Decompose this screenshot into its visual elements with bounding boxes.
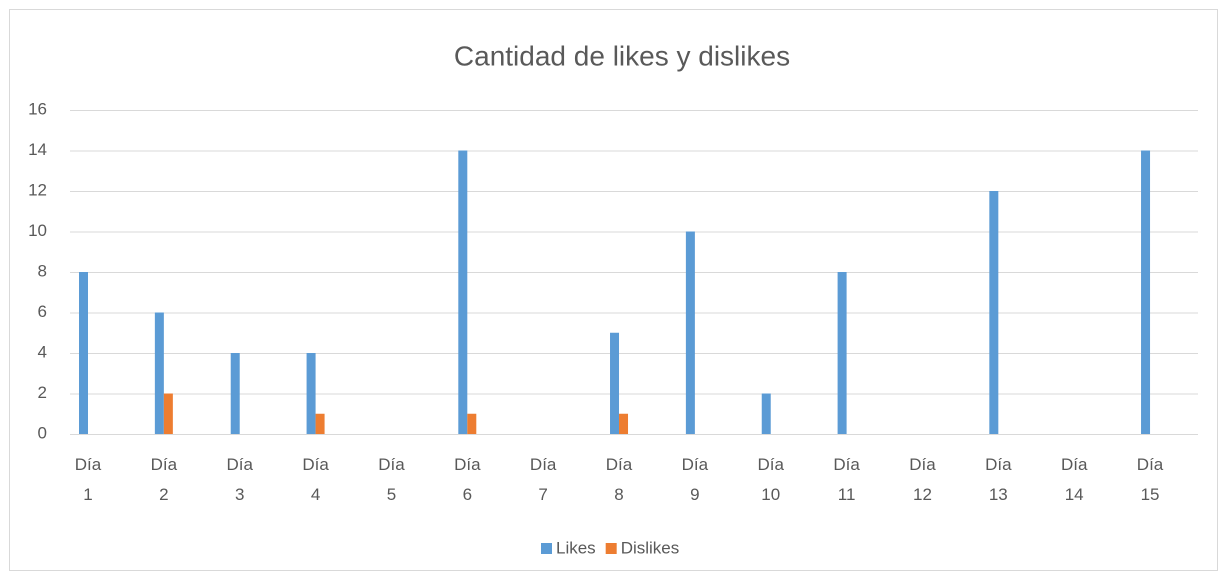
- x-tick-label: Día 6: [454, 455, 481, 504]
- bar: [467, 413, 477, 434]
- bar: [619, 413, 629, 434]
- x-tick-label: Día 14: [1061, 455, 1088, 504]
- bar: [154, 312, 164, 434]
- x-tick-label: Día 7: [530, 455, 557, 504]
- bar: [761, 393, 771, 434]
- x-tick-label: Día 12: [909, 455, 936, 504]
- x-tick-label: Día 10: [758, 455, 785, 504]
- legend-swatch: [541, 543, 552, 554]
- y-tick-label: 14: [28, 140, 47, 159]
- y-tick-label: 4: [38, 342, 47, 361]
- x-tick-label: Día 11: [833, 455, 860, 504]
- bar: [685, 231, 695, 434]
- y-tick-label: 2: [38, 383, 47, 402]
- legend-label: Likes: [556, 538, 596, 557]
- y-tick-label: 10: [28, 221, 47, 240]
- x-tick-label: Día 9: [682, 455, 709, 504]
- y-tick-label: 16: [28, 99, 47, 118]
- chart-frame: [9, 9, 1218, 571]
- x-tick-label: Día 15: [1137, 455, 1164, 504]
- bar: [163, 393, 173, 434]
- chart-title: Cantidad de likes y dislikes: [454, 40, 790, 71]
- x-tick-label: Día 5: [378, 455, 405, 504]
- y-tick-label: 8: [38, 261, 47, 280]
- x-tick-label: Día 2: [151, 455, 178, 504]
- x-tick-label: Día 8: [606, 455, 633, 504]
- bar: [1141, 150, 1151, 434]
- x-tick-label: Día 1: [75, 455, 102, 504]
- x-tick-label: Día 4: [302, 455, 329, 504]
- legend-label: Dislikes: [621, 538, 680, 557]
- y-tick-label: 6: [38, 302, 47, 321]
- bar: [610, 332, 620, 434]
- y-tick-label: 12: [28, 180, 47, 199]
- bar: [315, 413, 325, 434]
- y-tick-label: 0: [38, 423, 47, 442]
- bar: [306, 353, 316, 434]
- x-tick-label: Día 3: [226, 455, 253, 504]
- bar: [837, 272, 847, 434]
- bar: [79, 272, 88, 434]
- x-tick-label: Día 13: [985, 455, 1012, 504]
- bar: [230, 353, 240, 434]
- bar: [458, 150, 468, 434]
- legend-swatch: [605, 543, 617, 554]
- bar: [989, 191, 999, 434]
